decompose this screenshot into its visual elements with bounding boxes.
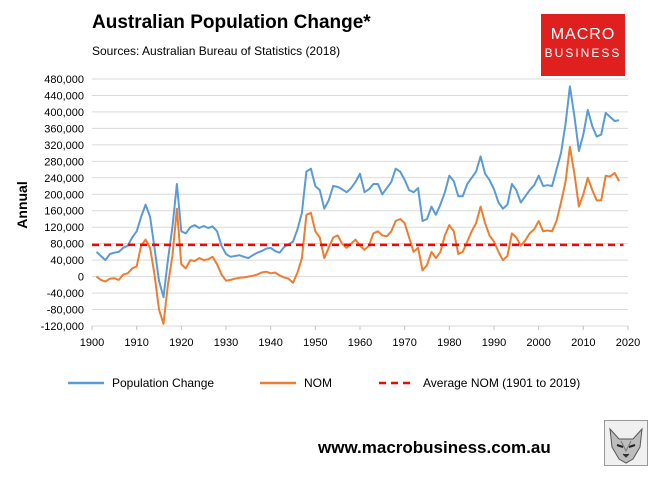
x-tick-label: 2010 <box>571 337 595 349</box>
chart-title: Australian Population Change* <box>92 12 371 33</box>
x-tick-label: 1940 <box>258 337 282 349</box>
population-chart: -120,000 -80,000 -40,000 0 40,000 80,000 120,0… <box>14 74 640 390</box>
y-tick-label: 440,000 <box>44 90 84 102</box>
series <box>92 85 624 325</box>
x-tick-label: 2020 <box>616 337 640 349</box>
x-tick-label: 1910 <box>124 337 148 349</box>
x-tick-label: 1950 <box>303 337 327 349</box>
legend: Population Change NOM Average NOM (1901 to… <box>68 376 580 390</box>
y-tick-label: 40,000 <box>50 255 84 267</box>
macrobusiness-logo: MACRO BUSINESS <box>541 14 625 76</box>
chart-source: Sources: Australian Bureau of Statistics… <box>92 44 341 58</box>
legend-label-1: NOM <box>304 376 332 390</box>
wolf-icon <box>604 420 648 466</box>
y-tick-label: 0 <box>78 272 84 284</box>
y-tick-label: 80,000 <box>50 239 84 251</box>
x-tick-label: 1960 <box>348 337 372 349</box>
legend-label-2: Average NOM (1901 to 2019) <box>423 376 580 390</box>
website-url: www.macrobusiness.com.au <box>318 438 551 457</box>
x-tick-label: 1930 <box>214 337 238 349</box>
y-tick-label: -120,000 <box>41 321 84 333</box>
legend-label-0: Population Change <box>112 376 214 390</box>
x-tick-label: 1980 <box>437 337 461 349</box>
y-tick-label: 320,000 <box>44 140 84 152</box>
y-tick-label: 400,000 <box>44 107 84 119</box>
x-tick-labels: 1900 1910 1920 1930 1940 1950 1960 1970 1980 1990… <box>80 337 640 349</box>
logo-line-2: BUSINESS <box>544 46 622 60</box>
x-tick-label: 1920 <box>169 337 193 349</box>
x-tick-label: 1990 <box>482 337 506 349</box>
x-tick-label: 1970 <box>392 337 416 349</box>
series-line-1 <box>95 145 620 325</box>
y-tick-label: 240,000 <box>44 173 84 185</box>
y-tick-label: 160,000 <box>44 206 84 218</box>
logo-line-1: MACRO <box>550 26 616 43</box>
y-axis-label: Annual <box>14 181 30 228</box>
y-tick-label: 360,000 <box>44 123 84 135</box>
y-tick-label: -80,000 <box>47 305 84 317</box>
y-tick-label: 280,000 <box>44 156 84 168</box>
y-tick-label: 200,000 <box>44 189 84 201</box>
grid <box>91 78 629 330</box>
series-line-0 <box>95 85 620 299</box>
x-tick-label: 1900 <box>80 337 104 349</box>
y-tick-labels: -120,000 -80,000 -40,000 0 40,000 80,000 120,0… <box>41 74 84 333</box>
y-tick-label: 480,000 <box>44 74 84 86</box>
y-tick-label: 120,000 <box>44 222 84 234</box>
y-tick-label: -40,000 <box>47 288 84 300</box>
x-tick-label: 2000 <box>526 337 550 349</box>
